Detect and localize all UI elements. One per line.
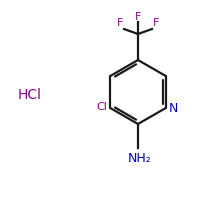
Text: N: N xyxy=(169,102,178,114)
Text: Cl: Cl xyxy=(96,102,107,112)
Text: F: F xyxy=(153,18,159,28)
Text: F: F xyxy=(117,18,123,28)
Text: F: F xyxy=(135,12,141,22)
Text: HCl: HCl xyxy=(18,88,42,102)
Text: NH₂: NH₂ xyxy=(128,152,152,165)
